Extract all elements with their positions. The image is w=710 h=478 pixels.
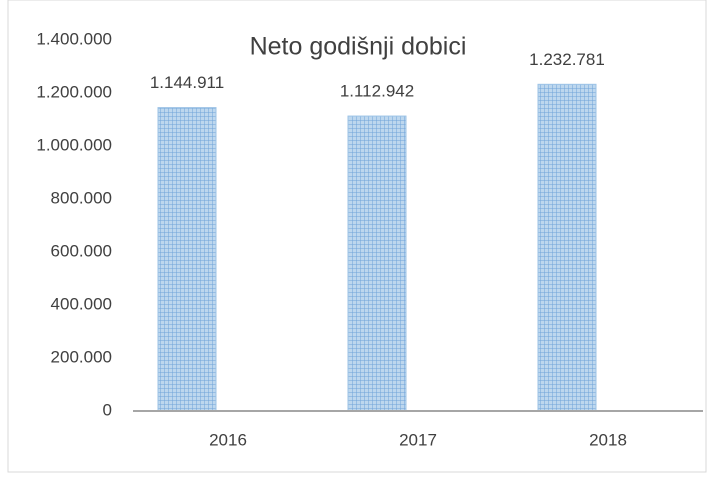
bar [157, 107, 217, 412]
y-tick-label: 1.200.000 [36, 82, 112, 101]
chart-border [7, 0, 707, 473]
x-tick-label: 2018 [589, 430, 627, 449]
data-label: 1.144.911 [150, 73, 224, 92]
data-label: 1.232.781 [529, 50, 605, 69]
bar [347, 115, 407, 412]
y-tick-label: 1.000.000 [36, 135, 112, 154]
chart-title: Neto godišnji dobici [250, 33, 467, 61]
y-tick-label: 0 [103, 400, 112, 419]
y-tick-label: 600.000 [51, 241, 112, 260]
y-tick-label: 800.000 [51, 188, 112, 207]
x-tick-label: 2016 [209, 430, 247, 449]
y-tick-label: 400.000 [51, 294, 112, 313]
bar [537, 83, 597, 412]
y-tick-label: 200.000 [51, 347, 112, 366]
y-tick-label: 1.400.000 [36, 29, 112, 48]
data-label: 1.112.942 [340, 82, 414, 101]
x-tick-label: 2017 [399, 430, 437, 449]
